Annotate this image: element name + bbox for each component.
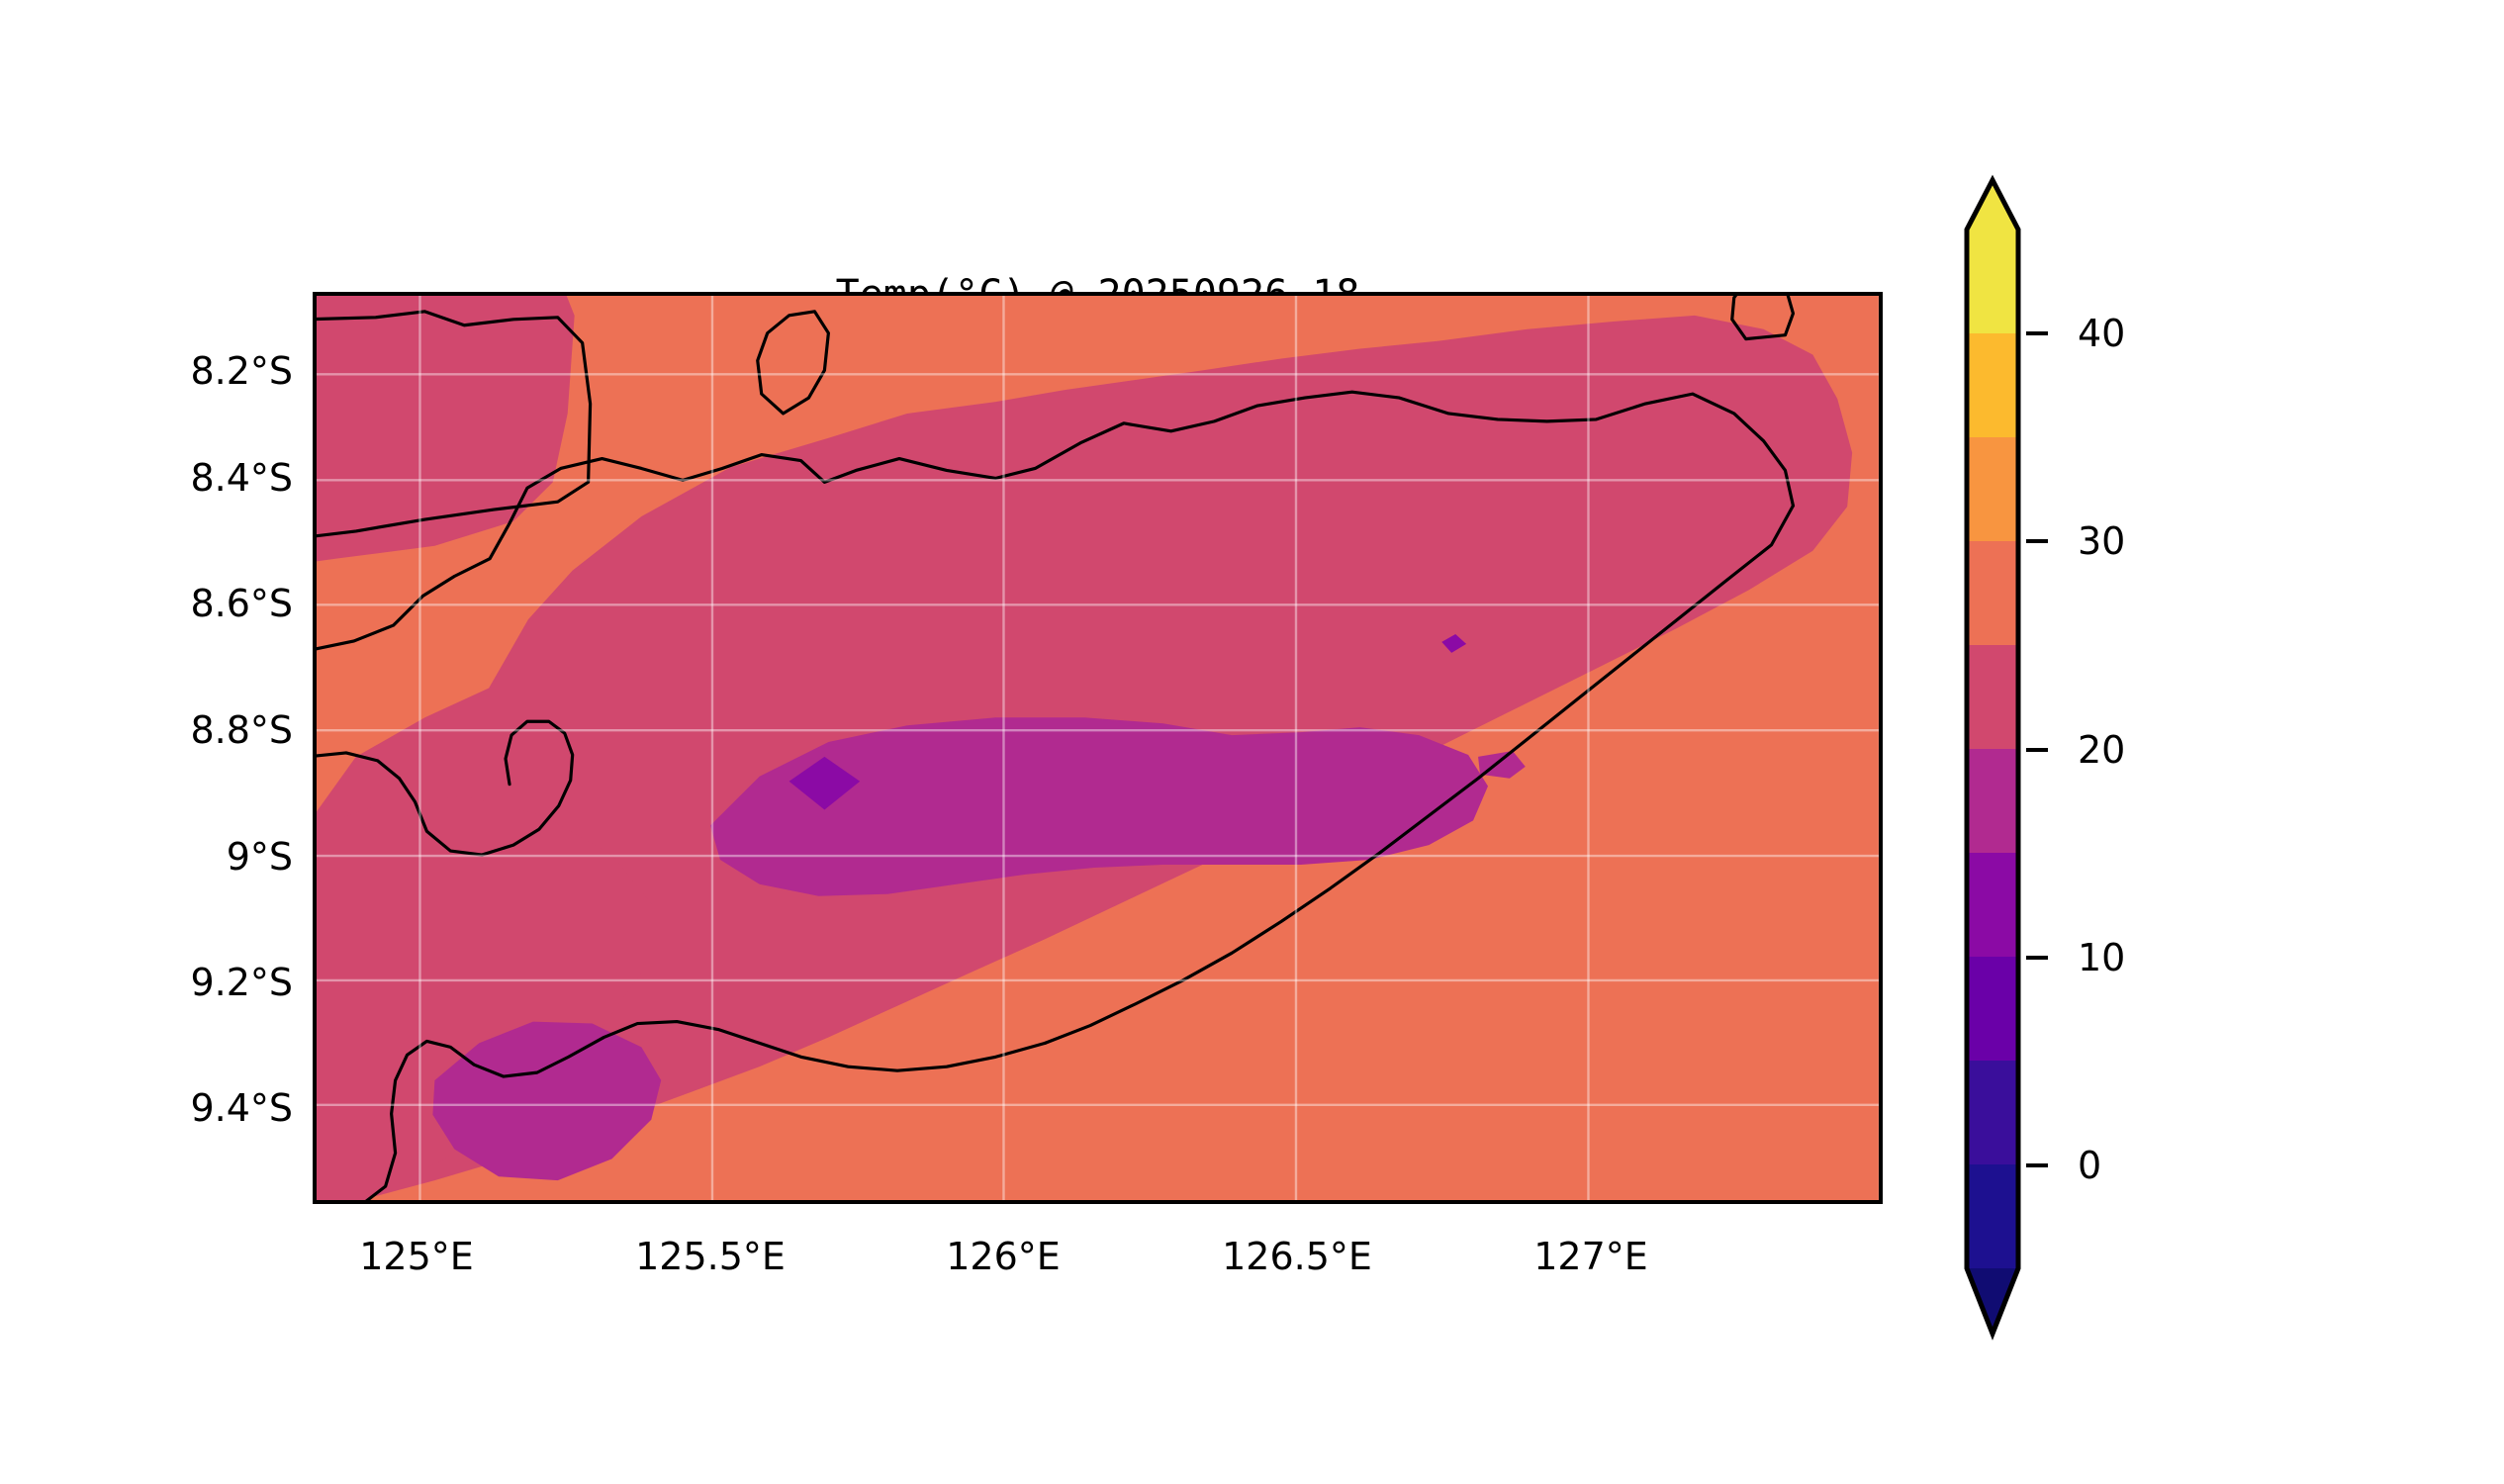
colorbar-band-0-5 [1967,1061,2018,1164]
colorbar-band-20-25 [1967,645,2018,749]
colorbar-tick-mark-0 [2026,1163,2048,1167]
y-tick-label-6: 9.4°S [190,1086,293,1130]
y-tick-label-0: 8.2°S [190,349,293,393]
colorbar-band-minus5-0 [1967,1164,2018,1268]
colorbar-extend-min-arrow [1967,1268,2018,1334]
colorbar-tick-label-30: 30 [2078,519,2126,563]
colorbar-band-5-10 [1967,957,2018,1061]
contour-band-10-15 [788,634,1467,810]
colorbar-band-30-35 [1967,437,2018,541]
x-tick-label-4: 127°E [1533,1235,1648,1278]
map-plot-area[interactable] [313,292,1883,1204]
colorbar-tick-mark-40 [2026,331,2048,335]
colorbar-outline [1964,174,2021,1341]
colorbar-extend-max-arrow [1967,180,2018,230]
x-tick-label-2: 126°E [946,1235,1061,1278]
colorbar-tick-label-10: 10 [2078,936,2126,979]
y-tick-label-5: 9.2°S [190,961,293,1004]
colorbar[interactable] [1963,174,2032,1342]
colorbar-tick-label-0: 0 [2078,1144,2102,1187]
y-tick-label-2: 8.6°S [190,582,293,625]
y-tick-label-3: 8.8°S [190,708,293,752]
y-tick-label-4: 9°S [226,835,293,879]
x-tick-label-1: 125.5°E [635,1235,786,1278]
coastline-overlay [317,296,1796,1200]
colorbar-tick-label-40: 40 [2078,312,2126,355]
temperature-contour-field [317,296,1879,1200]
colorbar-band-25-30 [1967,541,2018,645]
x-tick-label-0: 125°E [359,1235,474,1278]
colorbar-band-15-20 [1967,749,2018,853]
colorbar-band-40-45 [1967,230,2018,333]
colorbar-tick-mark-30 [2026,539,2048,543]
colorbar-band-10-15 [1967,853,2018,957]
x-tick-label-3: 126.5°E [1222,1235,1372,1278]
contour-band-15-20 [432,717,1526,1181]
colorbar-tick-mark-10 [2026,956,2048,960]
colorbar-band-35-40 [1967,333,2018,437]
map-gridlines [317,296,1879,1200]
colorbar-tick-mark-20 [2026,748,2048,752]
y-tick-label-1: 8.4°S [190,456,293,500]
colorbar-tick-label-20: 20 [2078,728,2126,772]
